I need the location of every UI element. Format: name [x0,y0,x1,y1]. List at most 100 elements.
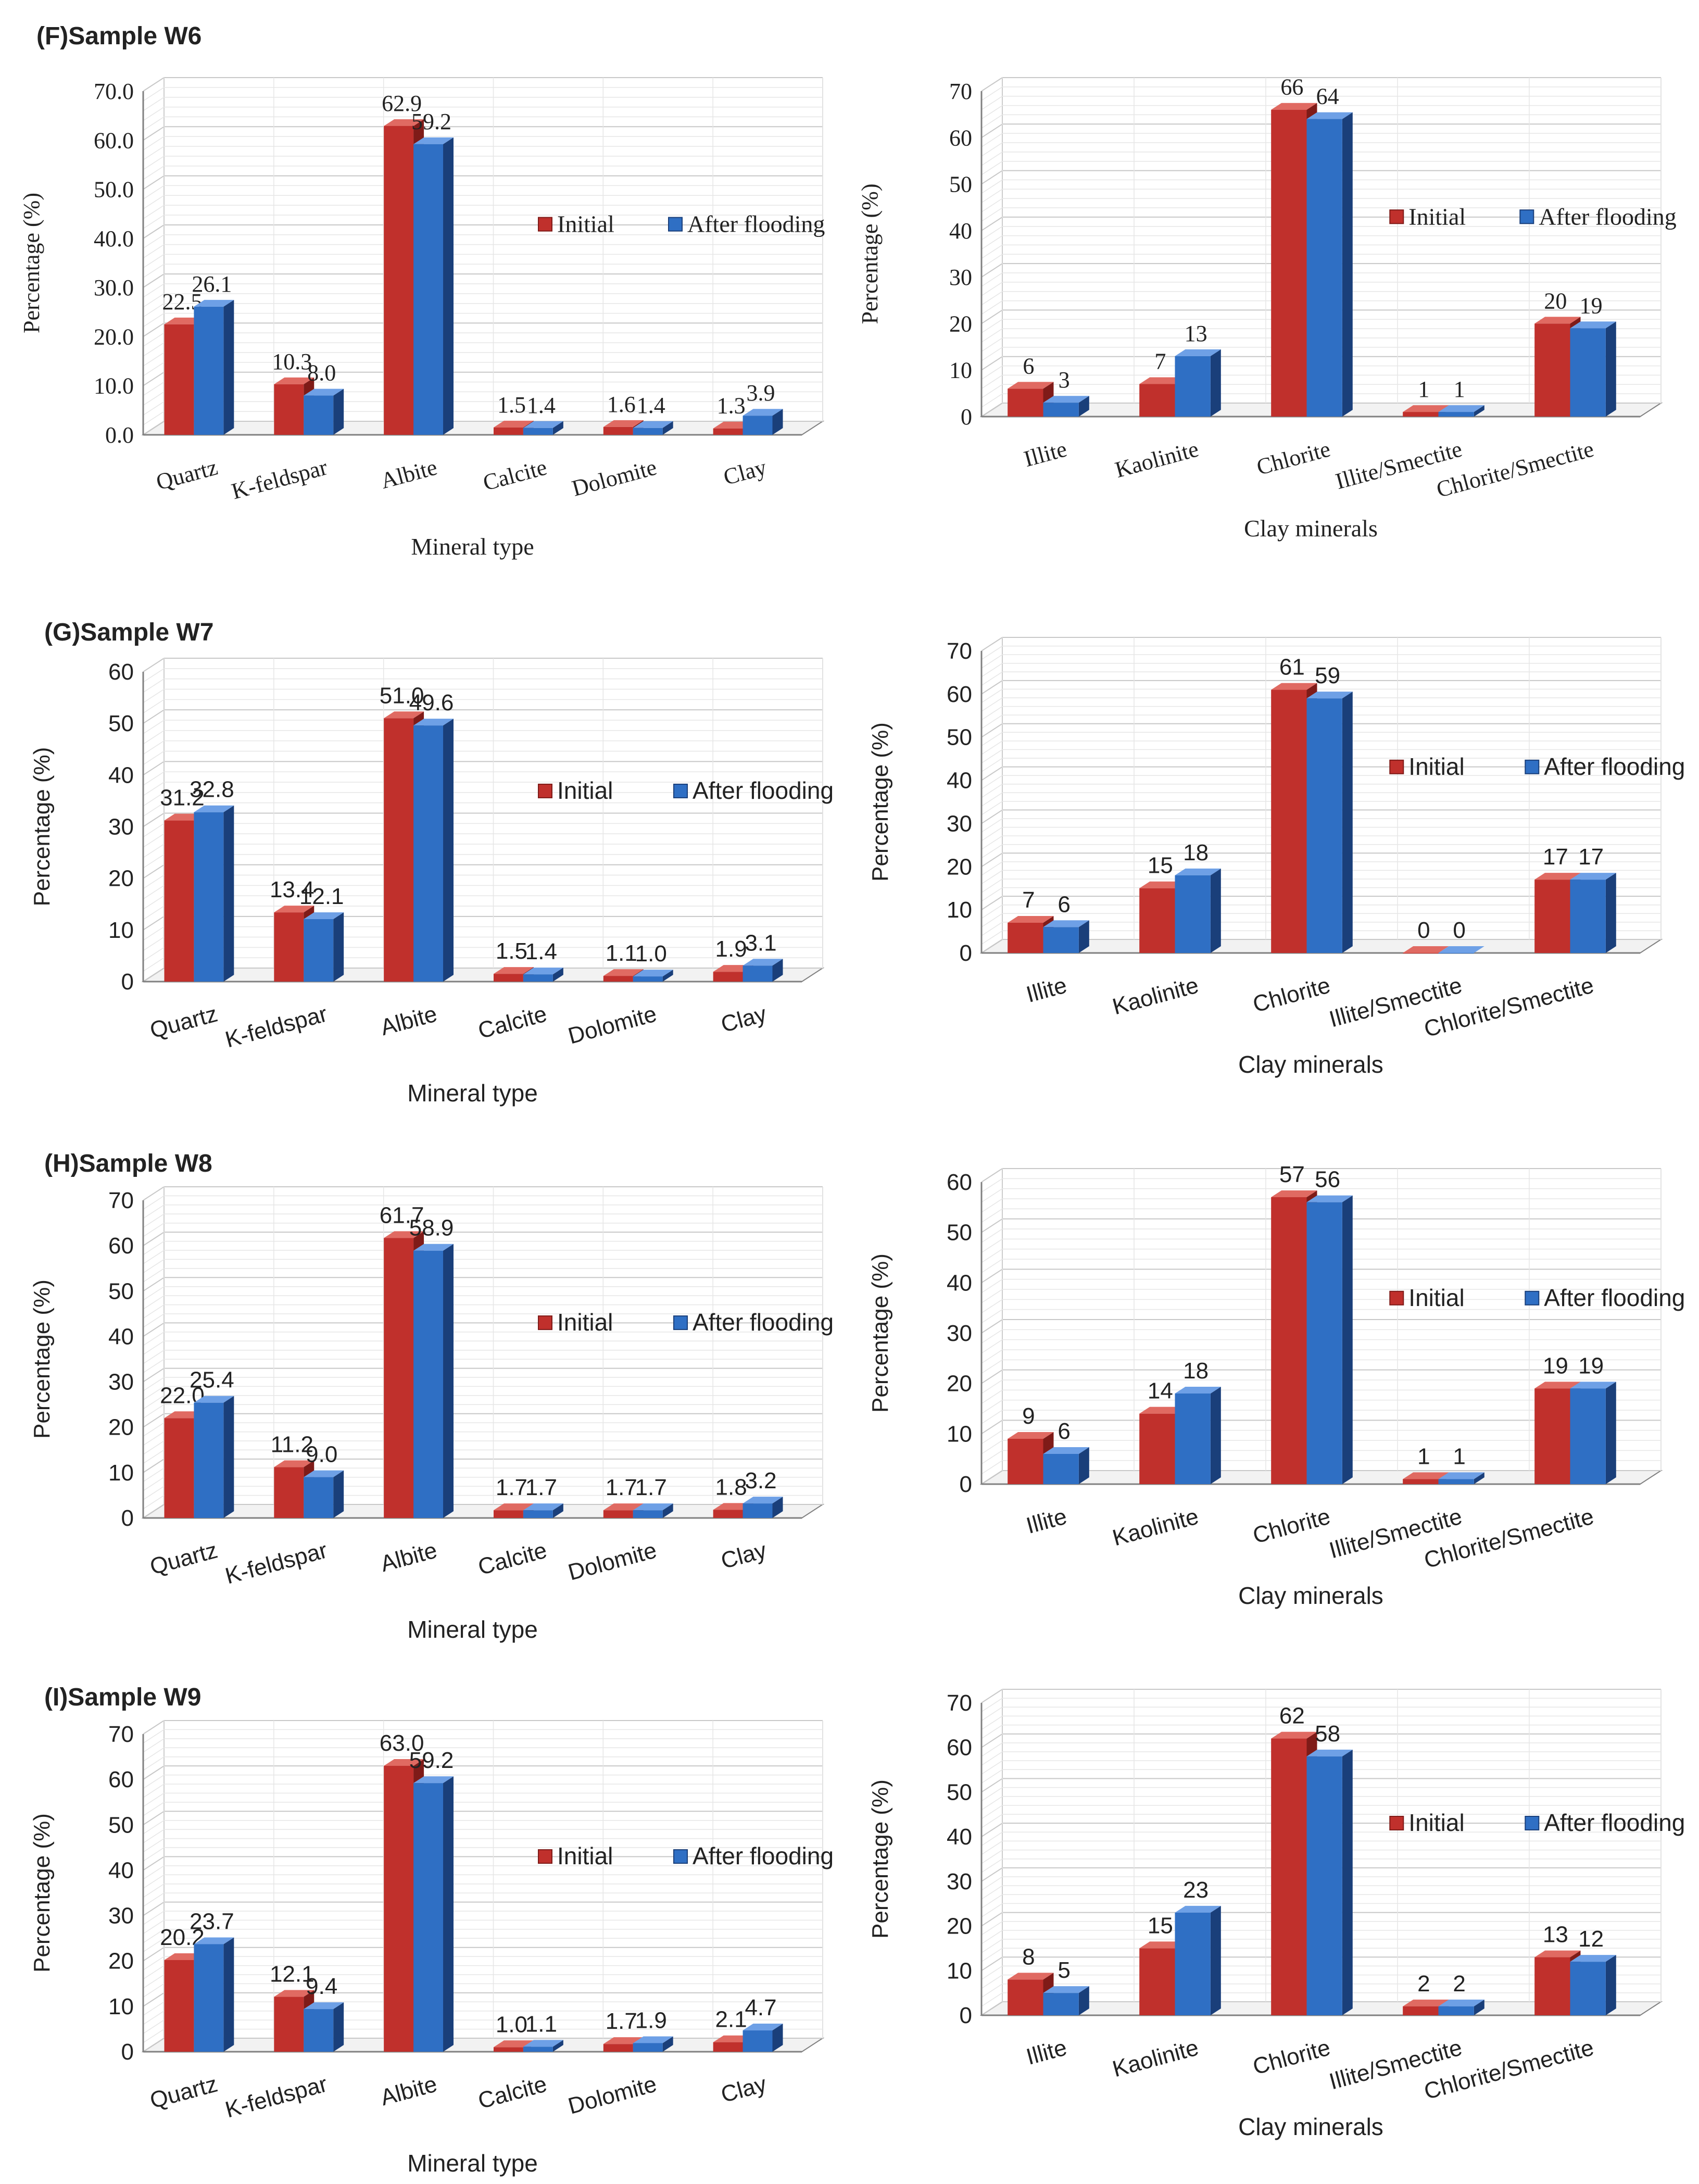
side-gridline [981,384,1003,398]
bar-front [1271,1197,1307,1484]
side-gridline [981,142,1003,157]
side-gridline [143,709,165,724]
side-gridline [143,1965,165,1980]
side-gridline [981,1894,1003,1909]
bar-front [523,428,553,435]
side-gridline [143,864,165,879]
side-gridline [981,671,1003,686]
side-gridline [981,680,1003,695]
y-axis-label: Percentage (%) [867,1779,893,1939]
side-gridline [981,1769,1003,1784]
y-tick-label: 20 [108,1949,134,1974]
bar-top [742,2024,783,2031]
side-gridline [981,1269,1003,1284]
side-gridline [143,421,165,435]
side-gridline [143,802,165,817]
data-label: 26.1 [192,271,232,297]
bar-front [194,1944,224,2052]
bar-top [1570,321,1616,329]
side-gridline [143,1232,165,1246]
side-gridline [981,1450,1003,1464]
bar-top [194,299,234,307]
bar-top [1175,868,1221,875]
side-gridline [981,1742,1003,1757]
bar-side [552,421,563,435]
legend: Initial After flooding [538,1842,834,1869]
data-label: 51.0 [380,683,424,708]
side-gridline [981,1778,1003,1793]
x-tick-label: Calcite [475,2071,550,2114]
bar-front [1043,1993,1079,2015]
bar-top [1534,873,1581,880]
legend-swatch-initial [1389,209,1404,224]
side-gridline [981,688,1003,704]
bar-top [274,377,314,384]
y-axis-label: Percentage (%) [867,1253,893,1413]
side-gridline [981,1698,1003,1712]
legend-swatch-initial [1389,759,1404,774]
legend-swatch-initial [538,217,552,232]
bar-side [223,299,234,435]
data-label: 57 [1279,1162,1305,1187]
side-gridline [143,1929,165,1943]
data-label: 58.9 [409,1215,454,1241]
side-gridline [143,1413,165,1428]
y-tick-label: 50 [947,725,972,750]
side-gridline [981,1218,1003,1233]
side-gridline [143,116,165,131]
legend-label-initial: Initial [557,777,613,804]
legend-swatch-initial [538,783,552,798]
bar-after-flooding-clay [742,959,783,982]
bar-top [1008,1973,1054,1980]
bar-top [523,421,563,428]
legend-swatch-after-flooding [673,1849,688,1864]
y-axis-label: Percentage (%) [867,722,893,882]
side-gridline [143,1956,165,1970]
data-label: 1.1 [525,2011,557,2037]
bar-top [1271,1731,1317,1739]
side-gridline [143,968,165,982]
side-gridline [143,1774,165,1789]
data-label: 19 [1580,293,1603,318]
data-label: 1.8 [715,1474,747,1500]
bar-side [662,2036,673,2052]
bar-side [1605,1382,1616,1484]
side-gridline [143,1983,165,1998]
bar-top [1271,103,1317,110]
bar-after-flooding-illite-smectite [1438,405,1484,417]
bar-front [1008,388,1043,417]
side-gridline [143,658,165,672]
side-gridline [143,254,165,269]
side-gridline [981,152,1003,166]
bar-top [633,2036,673,2043]
data-label: 1.9 [635,2007,667,2033]
side-gridline [143,2038,165,2052]
bar-front [384,718,414,982]
side-gridline [143,2019,165,2034]
side-gridline [143,1286,165,1301]
data-label: 1 [1417,1444,1430,1469]
side-gridline [981,1178,1003,1193]
bar-after-flooding-kaolinite [1175,349,1221,417]
side-gridline [981,198,1003,212]
side-gridline [981,1410,1003,1424]
side-gridline [981,766,1003,781]
side-gridline [143,156,165,170]
bar-side [443,719,454,982]
side-gridline [981,732,1003,746]
bar-front [413,1250,444,1518]
data-label: 1.4 [525,939,557,964]
bar-front [1043,403,1079,417]
bar-top [1570,873,1616,880]
x-tick-label: Clay [718,2071,769,2107]
side-gridline [143,1829,165,1843]
side-gridline [143,77,165,92]
bar-after-flooding-calcite [523,1503,563,1518]
bar-front [413,725,444,982]
side-gridline [143,750,165,765]
legend-swatch-after-flooding [1525,1816,1540,1830]
y-tick-label: 20.0 [94,324,134,349]
side-gridline [143,332,165,347]
bar-side [772,409,783,435]
side-gridline [143,1313,165,1328]
